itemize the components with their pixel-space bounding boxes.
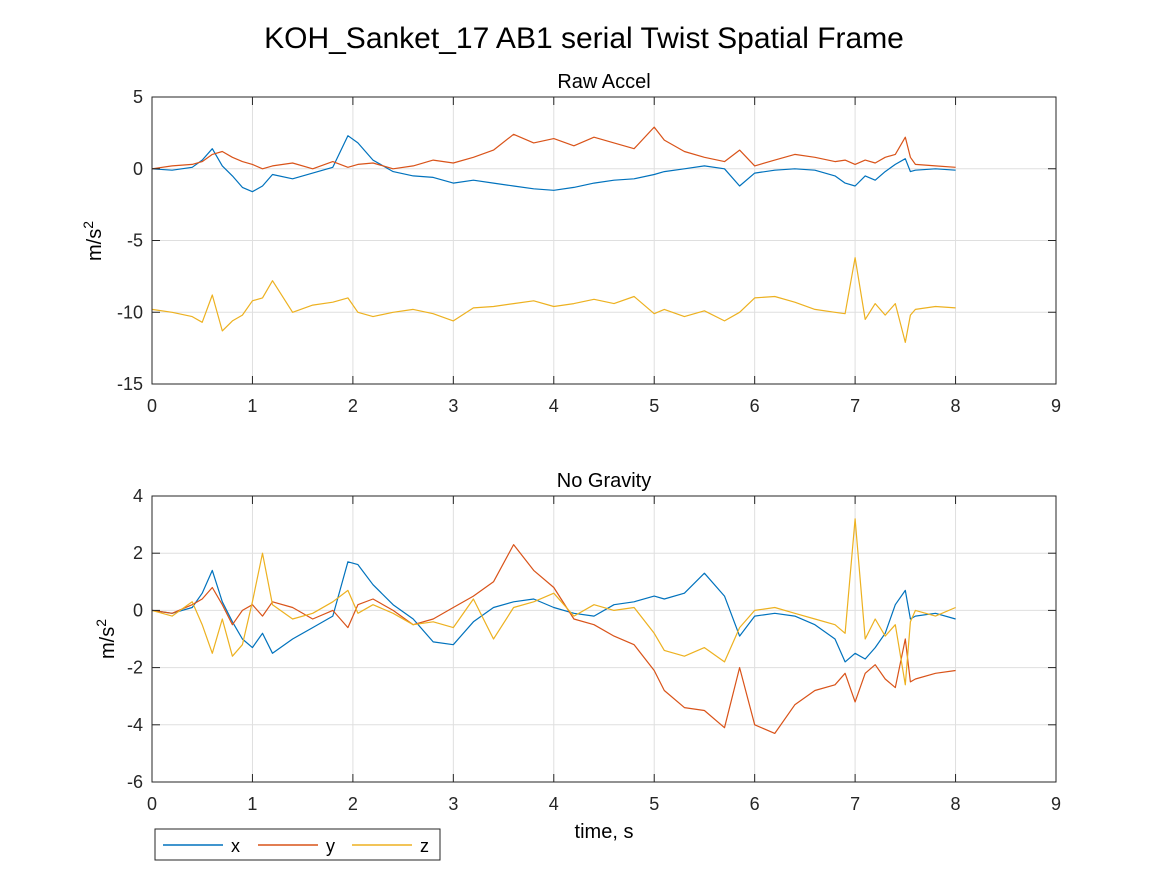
- y-tick-label: -10: [117, 302, 143, 322]
- x-tick-label: 7: [850, 794, 860, 814]
- y-tick-label: -5: [127, 231, 143, 251]
- legend-label-y: y: [326, 836, 335, 856]
- x-tick-label: 4: [549, 396, 559, 416]
- subplot-title-no-gravity: No Gravity: [557, 470, 651, 492]
- x-tick-label: 2: [348, 794, 358, 814]
- series-line-z: [151, 257, 956, 343]
- legend-label-z: z: [420, 836, 429, 856]
- series-line-x: [151, 135, 956, 193]
- y-tick-label: 5: [133, 87, 143, 107]
- x-tick-label: 1: [247, 794, 257, 814]
- x-tick-label: 9: [1051, 396, 1061, 416]
- subplot-raw-accel: Raw Accel 0 1 2 3 4 5 6 7 8 9 -15 -10 -5 0 5 m/s2: [80, 71, 1061, 416]
- series-line-y: [151, 126, 956, 170]
- figure-title: KOH_Sanket_17 AB1 serial Twist Spatial F…: [264, 22, 904, 55]
- series-layer-no-gravity: [151, 518, 956, 735]
- x-tick-label: 2: [348, 396, 358, 416]
- x-tick-label: 9: [1051, 794, 1061, 814]
- y-tick-label: -2: [127, 658, 143, 678]
- legend-label-x: x: [231, 836, 240, 856]
- x-tick-label: 5: [649, 396, 659, 416]
- y-tick-label: 0: [133, 159, 143, 179]
- ticks-no-gravity: 0 1 2 3 4 5 6 7 8 9 -6 -4 -2 0 2 4: [127, 486, 1061, 814]
- x-tick-label: 3: [448, 396, 458, 416]
- x-tick-label: 0: [147, 794, 157, 814]
- series-layer-raw-accel: [151, 126, 956, 343]
- xlabel-no-gravity: time, s: [575, 821, 634, 843]
- subplot-no-gravity: No Gravity 0 1 2 3 4 5 6 7 8 9 -6 -4 -2 0 2 4 m/s2 time…: [93, 470, 1061, 843]
- series-line-z: [151, 518, 956, 686]
- ylabel-raw-accel: m/s2: [80, 221, 106, 261]
- x-tick-label: 5: [649, 794, 659, 814]
- x-tick-label: 3: [448, 794, 458, 814]
- series-line-y: [151, 543, 956, 735]
- subplot-title-raw-accel: Raw Accel: [557, 71, 650, 93]
- y-tick-label: -4: [127, 715, 143, 735]
- series-line-x: [151, 561, 956, 663]
- y-tick-label: -15: [117, 374, 143, 394]
- x-tick-label: 8: [951, 396, 961, 416]
- y-tick-label: -6: [127, 772, 143, 792]
- ylabel-no-gravity: m/s2: [93, 619, 119, 659]
- y-tick-label: 2: [133, 543, 143, 563]
- x-tick-label: 8: [951, 794, 961, 814]
- x-tick-label: 6: [750, 396, 760, 416]
- x-tick-label: 7: [850, 396, 860, 416]
- axes-box-no-gravity: [151, 495, 1057, 783]
- x-tick-label: 6: [750, 794, 760, 814]
- x-tick-label: 1: [247, 396, 257, 416]
- y-tick-label: 0: [133, 600, 143, 620]
- x-tick-label: 4: [549, 794, 559, 814]
- x-tick-label: 0: [147, 396, 157, 416]
- legend[interactable]: x y z: [154, 828, 441, 861]
- ticks-raw-accel: 0 1 2 3 4 5 6 7 8 9 -15 -10 -5 0 5: [117, 87, 1061, 416]
- y-tick-label: 4: [133, 486, 143, 506]
